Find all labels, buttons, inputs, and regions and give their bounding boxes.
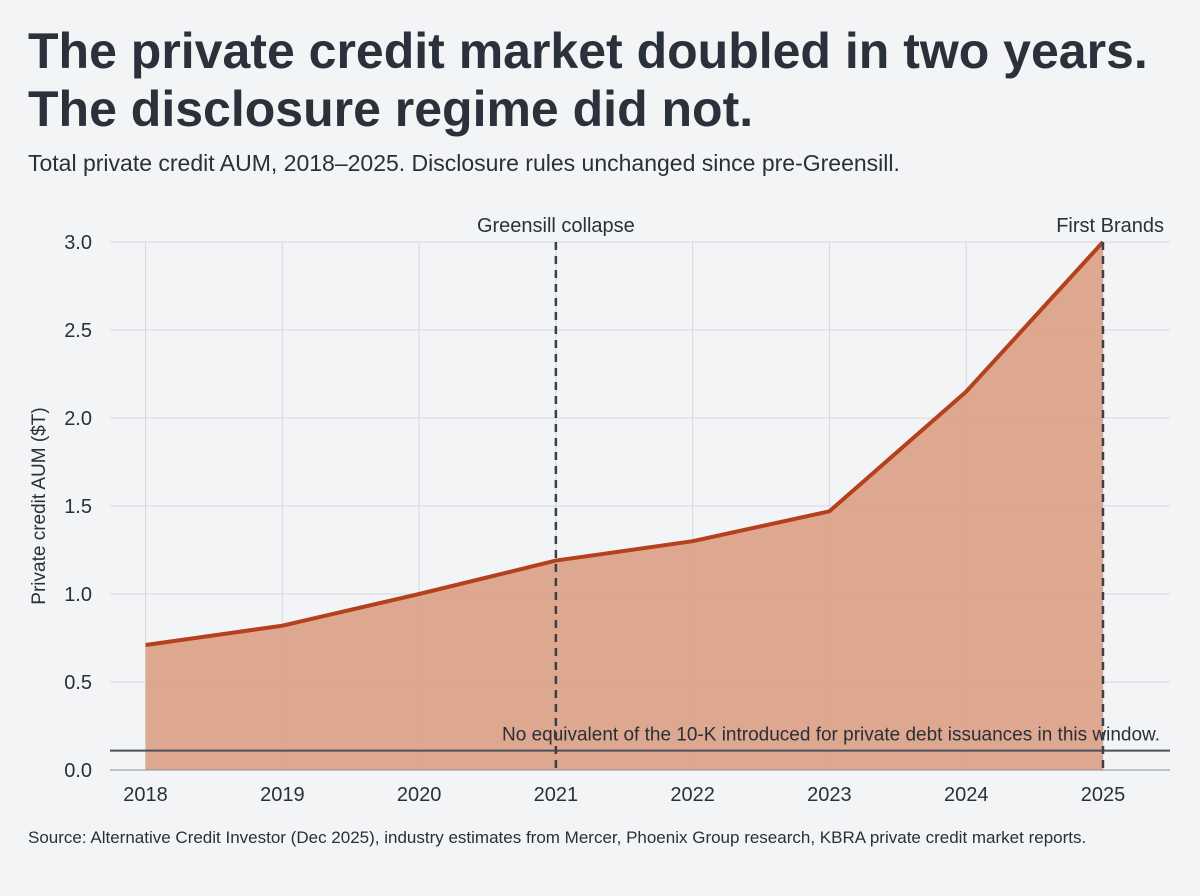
event-label: First Brands <box>1056 215 1164 237</box>
line <box>145 240 1105 648</box>
x-tick-label: 2021 <box>534 784 579 806</box>
x-tick-label: 2020 <box>397 784 442 806</box>
y-tick-label: 2.0 <box>64 408 92 430</box>
y-tick-label: 1.0 <box>64 584 92 606</box>
y-tick-label: 3.0 <box>64 232 92 254</box>
chart-title: The private credit market doubled in two… <box>28 23 1148 137</box>
y-axis-label: Private credit AUM ($T) <box>29 407 50 604</box>
source-note: Source: Alternative Credit Investor (Dec… <box>28 828 1087 847</box>
x-tick-label: 2025 <box>1081 784 1126 806</box>
x-tick-label: 2019 <box>260 784 305 806</box>
y-tick-label: 0.0 <box>64 760 92 782</box>
y-tick-label: 0.5 <box>64 672 92 694</box>
x-tick-label: 2018 <box>123 784 168 806</box>
area <box>145 242 1103 770</box>
y-tick-label: 1.5 <box>64 496 92 518</box>
chart-subtitle: Total private credit AUM, 2018–2025. Dis… <box>28 150 900 176</box>
reference-label: No equivalent of the 10-K introduced for… <box>502 725 1160 746</box>
y-tick-label: 2.5 <box>64 320 92 342</box>
event-label: Greensill collapse <box>477 215 635 237</box>
x-tick-label: 2022 <box>670 784 715 806</box>
x-tick-label: 2023 <box>807 784 852 806</box>
x-tick-label: 2024 <box>944 784 989 806</box>
